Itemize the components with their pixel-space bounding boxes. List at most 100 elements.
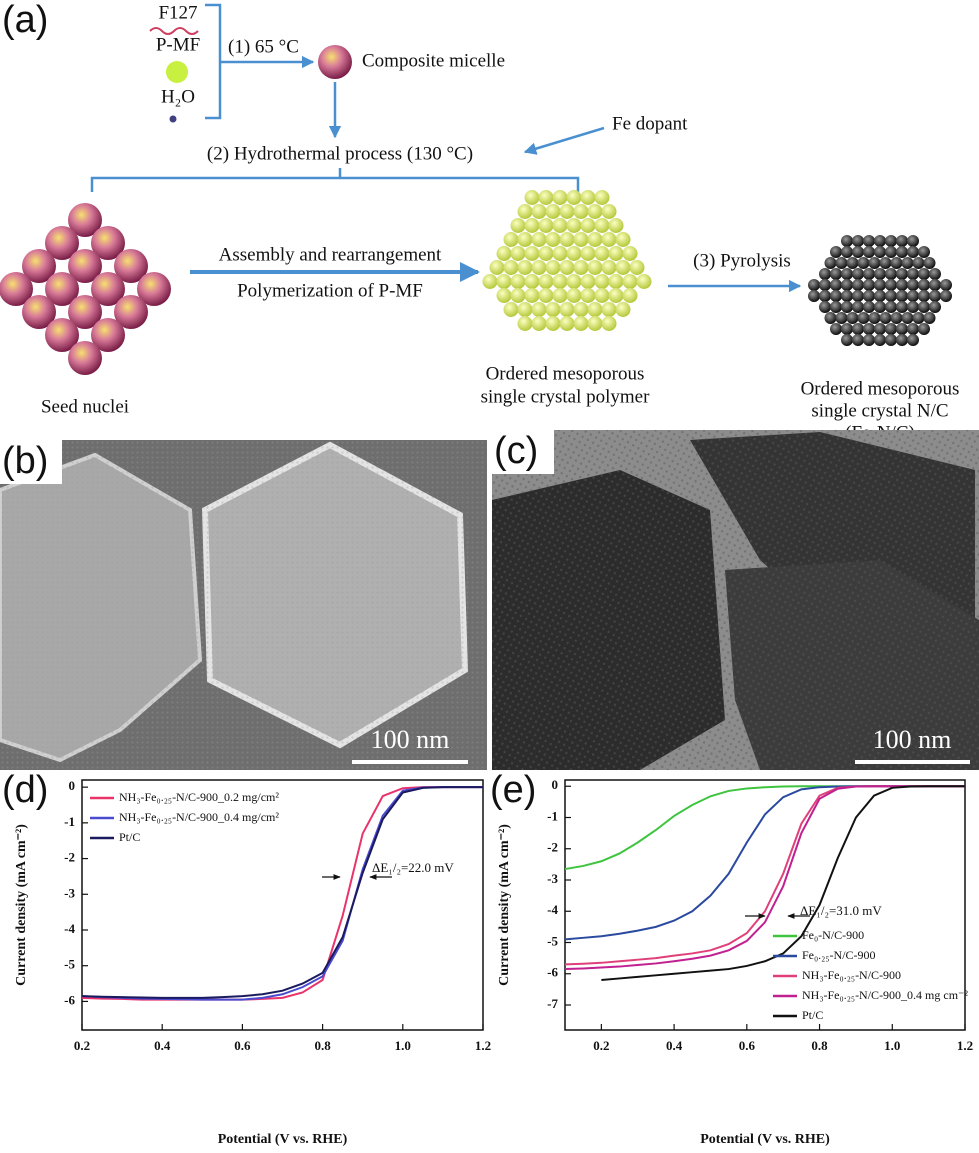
sphere: [573, 232, 589, 247]
sphere: [907, 246, 919, 258]
sphere: [852, 334, 864, 346]
sphere: [580, 190, 596, 205]
y-tick-label: -6: [547, 965, 558, 980]
y-tick-label: -2: [547, 840, 558, 855]
sphere: [841, 268, 853, 280]
legend-label: NH₃-Fe₀.₂₅-N/C-900_0.2 mg/cm²: [119, 790, 279, 804]
bracket: [90, 168, 580, 192]
y-tick-label: -1: [64, 814, 75, 829]
y-tick-label: -6: [64, 992, 75, 1007]
sphere: [503, 232, 519, 247]
sphere: [841, 279, 853, 291]
y-tick-label: -4: [547, 902, 558, 917]
sphere: [835, 312, 848, 324]
panel-c: (c) 100 nm: [492, 430, 979, 770]
sphere: [510, 246, 526, 261]
sphere: [580, 218, 596, 233]
product-label: single crystal N/C: [811, 400, 948, 421]
reagent: F127: [158, 2, 197, 23]
panel-label: (b): [2, 440, 48, 482]
sphere: [531, 232, 547, 247]
sphere: [868, 257, 881, 269]
sphere: [885, 323, 897, 335]
sphere: [830, 290, 842, 302]
sphere: [524, 246, 540, 261]
sphere: [566, 274, 582, 289]
texture: [0, 440, 487, 770]
series-line: [601, 785, 965, 981]
sphere: [559, 204, 575, 219]
step-label: (3) Pyrolysis: [693, 250, 791, 271]
sphere: [841, 246, 853, 258]
sphere: [918, 268, 930, 280]
sphere: [566, 190, 582, 205]
sphere: [114, 295, 148, 329]
sphere: [852, 268, 864, 280]
sphere: [517, 316, 533, 331]
sphere: [622, 246, 638, 261]
sphere: [852, 279, 864, 291]
sphere: [896, 235, 908, 247]
legend-label: Pt/C: [802, 1008, 823, 1022]
sphere: [91, 226, 125, 260]
sphere: [608, 288, 624, 303]
sphere: [863, 235, 875, 247]
sphere: [819, 290, 831, 302]
scale-text: 100 nm: [873, 725, 952, 754]
sphere: [594, 190, 610, 205]
sphere: [929, 301, 941, 313]
y-tick-label: -1: [547, 808, 558, 823]
sphere: [852, 290, 864, 302]
y-tick-label: -4: [64, 921, 75, 936]
sphere: [608, 218, 624, 233]
sphere: [929, 279, 941, 291]
x-tick-label: 0.8: [811, 1038, 828, 1053]
sphere: [552, 274, 568, 289]
sphere: [885, 268, 897, 280]
sphere: [907, 279, 919, 291]
sphere: [879, 312, 892, 324]
sphere: [538, 218, 554, 233]
polymer-crystal: [482, 190, 652, 331]
sphere: [896, 290, 908, 302]
legend-label: Fe₀.₂₅-N/C-900: [802, 948, 876, 962]
y-tick-label: -3: [64, 885, 75, 900]
legend-label: NH₃-Fe₀.₂₅-N/C-900_0.4 mg/cm²: [119, 810, 279, 824]
sphere: [912, 312, 925, 324]
sphere: [896, 246, 908, 258]
sphere: [868, 312, 881, 324]
sphere: [538, 288, 554, 303]
y-tick-label: -5: [64, 957, 75, 972]
sphere: [68, 295, 102, 329]
sphere: [901, 257, 914, 269]
x-tick-label: 0.6: [739, 1038, 756, 1053]
water-dot: [169, 115, 177, 123]
sphere: [907, 323, 919, 335]
legend-label: Pt/C: [119, 830, 140, 844]
sphere: [629, 260, 645, 275]
x-tick-label: 0.2: [593, 1038, 609, 1053]
step-label: (1) 65 °C: [228, 36, 299, 57]
sphere: [874, 334, 886, 346]
seed-nuclei: [0, 203, 171, 375]
sphere: [918, 290, 930, 302]
panel-label: (e): [490, 769, 536, 811]
sphere: [545, 316, 561, 331]
label-box: [492, 430, 554, 474]
sphere: [601, 232, 617, 247]
micelle-label: Composite micelle: [362, 50, 505, 71]
sphere: [852, 235, 864, 247]
sphere: [552, 190, 568, 205]
panel-label: (c): [494, 430, 538, 472]
sphere: [615, 260, 631, 275]
dopant-label: Fe dopant: [612, 113, 688, 134]
sphere: [929, 290, 941, 302]
sphere: [896, 268, 908, 280]
sphere: [879, 257, 892, 269]
sphere: [846, 312, 859, 324]
sphere: [846, 257, 859, 269]
sphere: [566, 288, 582, 303]
sphere: [137, 272, 171, 306]
sphere: [819, 301, 831, 313]
sphere: [594, 274, 610, 289]
